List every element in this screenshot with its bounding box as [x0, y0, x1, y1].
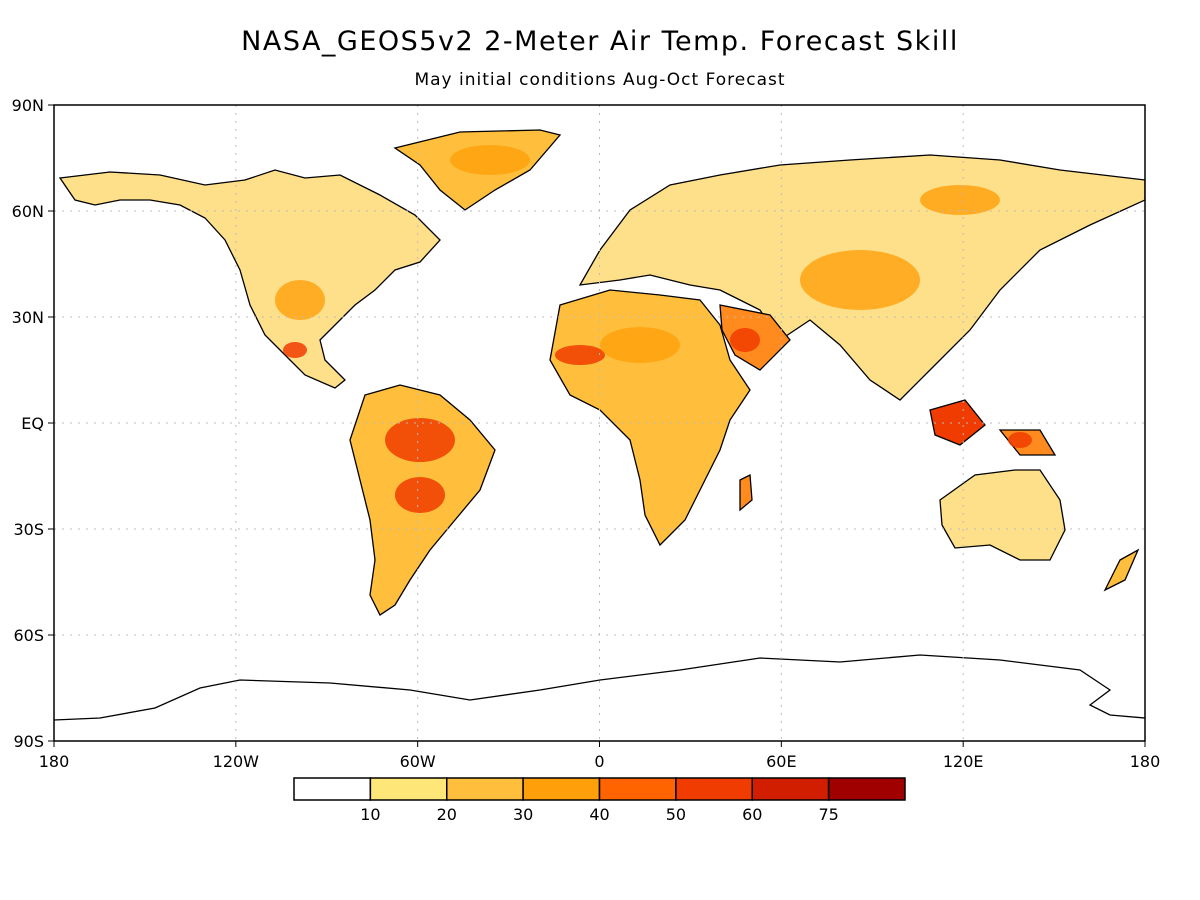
- lat-tick-label: 30S: [13, 520, 44, 539]
- colorbar-swatch: [598, 777, 677, 801]
- colorbar-label: 50: [666, 805, 686, 824]
- lat-tick-label: 60N: [12, 202, 44, 221]
- map-subtitle: May initial conditions Aug-Oct Forecast: [414, 70, 786, 90]
- colorbar-label: 20: [437, 805, 457, 824]
- madagascar: [739, 473, 753, 512]
- lon-tick-label: 180: [1130, 752, 1161, 771]
- australia: [939, 469, 1066, 561]
- lon-tick-label: 60W: [400, 752, 436, 771]
- lat-tick-label: EQ: [21, 414, 44, 433]
- graticule: [54, 105, 1145, 741]
- lat-tick-label: 60S: [13, 626, 44, 645]
- latitude-ticks: 90N 60N 30N EQ 30S 60S 90S: [12, 96, 54, 751]
- colorbar: 10 20 30 40 50 60 75: [293, 777, 906, 824]
- colorbar-label: 30: [513, 805, 533, 824]
- colorbar-swatch: [369, 777, 448, 801]
- colorbar-swatch: [751, 777, 830, 801]
- skill-hotspots: [283, 328, 1032, 513]
- lon-tick-label: 180: [39, 752, 70, 771]
- colorbar-label: 60: [742, 805, 762, 824]
- colorbar-swatch: [827, 777, 906, 801]
- lon-tick-label: 60E: [766, 752, 796, 771]
- lon-tick-label: 120E: [943, 752, 984, 771]
- north-america: [58, 169, 441, 389]
- colorbar-swatch: [675, 777, 753, 801]
- lon-tick-label: 120W: [213, 752, 260, 771]
- map-title: NASA_GEOS5v2 2-Meter Air Temp. Forecast …: [241, 26, 959, 57]
- lat-tick-label: 90N: [12, 96, 44, 115]
- colorbar-swatch: [293, 777, 372, 801]
- colorbar-swatch: [522, 777, 601, 801]
- lat-tick-label: 90S: [13, 732, 44, 751]
- colorbar-label: 10: [360, 805, 380, 824]
- skill-moderate: [275, 145, 1000, 363]
- colorbar-swatch: [446, 777, 524, 801]
- lat-tick-label: 30N: [12, 308, 44, 327]
- new-zealand: [1103, 548, 1140, 592]
- colorbar-label: 75: [818, 805, 838, 824]
- lon-tick-label: 0: [594, 752, 604, 771]
- antarctica-coast: [54, 654, 1145, 721]
- indonesia: [929, 399, 986, 446]
- longitude-ticks: 180 120W 60W 0 60E 120E 180: [39, 741, 1161, 771]
- colorbar-label: 40: [589, 805, 609, 824]
